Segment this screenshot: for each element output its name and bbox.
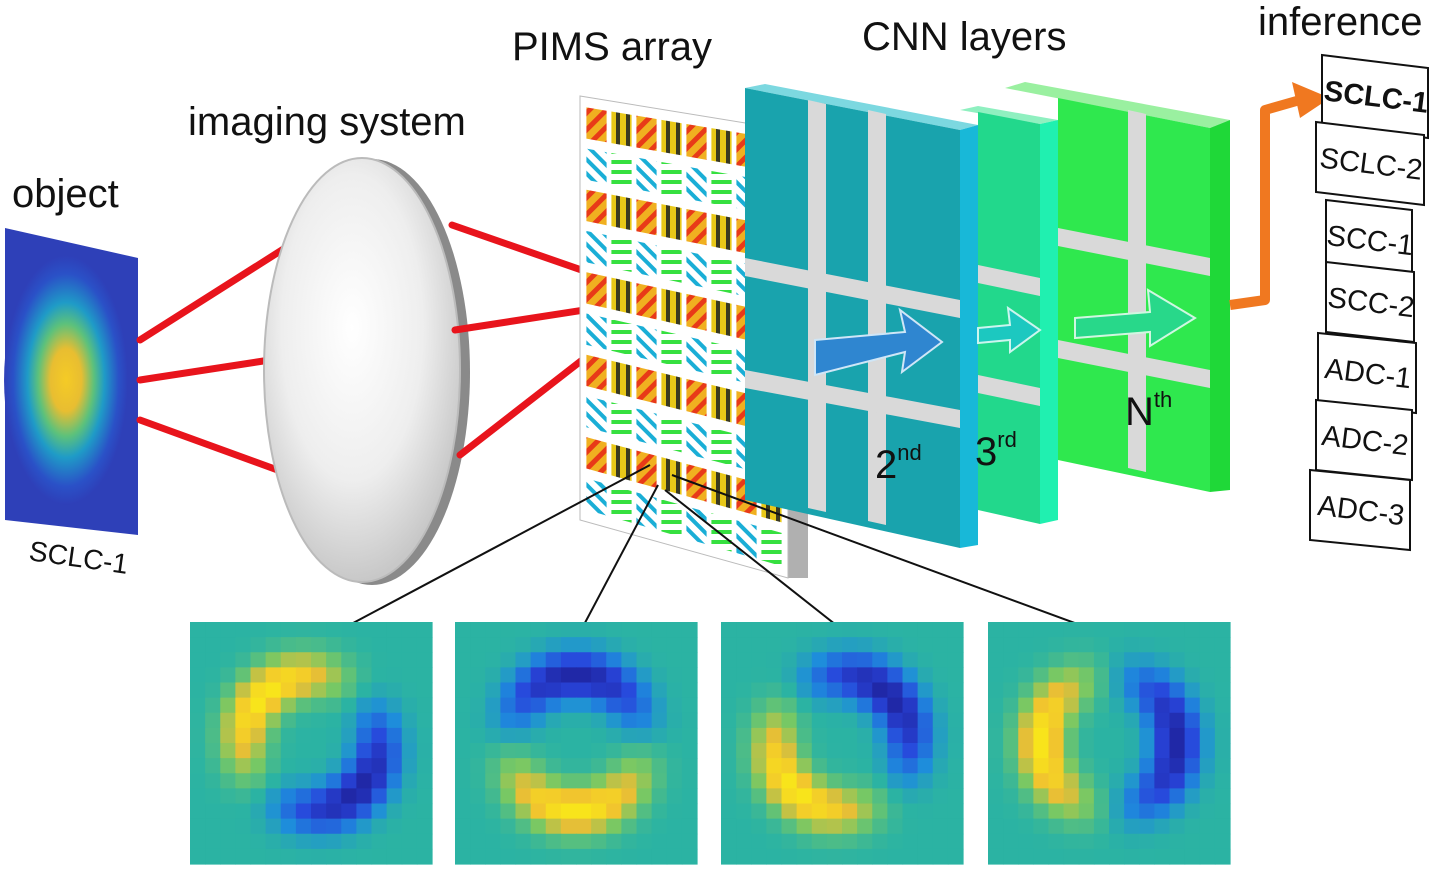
lens xyxy=(263,157,470,585)
pims-filter-cell xyxy=(711,513,732,552)
pims-filter-cell xyxy=(711,256,732,294)
pims-filter-cell xyxy=(586,272,607,309)
inference-class-item: ADC-2 xyxy=(1315,398,1413,482)
pims-filter-cell xyxy=(636,366,657,404)
layer-3-label: 3rd xyxy=(975,427,1017,474)
pims-filter-cell xyxy=(711,170,732,208)
pims-filter-cell xyxy=(611,111,632,147)
object-label: object xyxy=(12,172,119,216)
pims-filter-cell xyxy=(711,213,732,251)
pims-filter-cell xyxy=(611,277,632,314)
pims-filter-cell xyxy=(686,506,707,545)
inference-class-item: ADC-3 xyxy=(1309,468,1411,552)
output-arrow xyxy=(1229,82,1330,310)
pims-filter-cell xyxy=(661,161,682,198)
pims-filter-cell xyxy=(586,313,607,350)
pims-filter-cell xyxy=(711,470,732,509)
pims-filter-cell xyxy=(611,153,632,189)
pims-filter-cell xyxy=(686,166,707,203)
inference-class-item: SCLC-1 xyxy=(1321,53,1430,140)
cnn-layers-label: CNN layers xyxy=(862,15,1066,59)
pims-array-label: PIMS array xyxy=(512,25,712,69)
pims-filter-cell xyxy=(636,408,657,446)
pims-filter-cell xyxy=(636,157,657,194)
learned-kernels xyxy=(190,622,1231,865)
kernel-map xyxy=(721,622,964,865)
object-caption: SCLC-1 xyxy=(27,535,130,580)
layer-n-label: Nth xyxy=(1125,387,1172,434)
pims-filter-cell xyxy=(661,119,682,156)
pims-filter-cell xyxy=(586,148,607,184)
pims-filter-cell xyxy=(661,499,682,538)
pims-filter-cell xyxy=(611,402,632,440)
kernel-map xyxy=(455,622,698,865)
kernel-map xyxy=(190,622,433,865)
pims-filter-cell xyxy=(636,199,657,236)
kernel-map xyxy=(988,622,1231,865)
pims-filter-cell xyxy=(686,378,707,417)
kernel-pointer-arrows xyxy=(325,464,1110,638)
pims-filter-cell xyxy=(611,319,632,356)
pims-filter-cell xyxy=(661,204,682,241)
pims-filter-cell xyxy=(686,421,707,459)
pims-filter-cell xyxy=(711,427,732,466)
pims-filter-cell xyxy=(611,443,632,481)
pims-filter-cell xyxy=(586,231,607,267)
pims-filter-cell xyxy=(686,251,707,289)
object-image xyxy=(4,228,138,535)
pims-filter-cell xyxy=(686,123,707,160)
pims-filter-cell xyxy=(661,372,682,410)
inference-class-item: SCLC-2 xyxy=(1315,120,1425,207)
inference-class-item: SCC-2 xyxy=(1325,260,1416,344)
pims-filter-cell xyxy=(661,415,682,453)
pims-filter-cell xyxy=(636,241,657,278)
inference-class-item: SCC-1 xyxy=(1325,198,1415,282)
pims-filter-cell xyxy=(636,324,657,362)
pims-filter-cell xyxy=(711,128,732,165)
pims-filter-cell xyxy=(686,463,707,502)
pims-filter-cell xyxy=(686,336,707,374)
pims-filter-cell xyxy=(686,293,707,331)
pims-filter-cell xyxy=(661,246,682,283)
cnn-layer-n xyxy=(1005,82,1230,492)
inference-label: inference xyxy=(1258,0,1423,44)
pims-filter-cell xyxy=(761,527,782,567)
pims-filter-cell xyxy=(586,437,607,475)
pims-filter-cell xyxy=(636,283,657,320)
cnn-layer-labels: 2nd 3rd Nth xyxy=(875,387,1172,487)
pims-filter-cell xyxy=(636,450,657,488)
pims-filter-cell xyxy=(611,485,632,523)
pims-filter-cell xyxy=(711,384,732,423)
cnn-flow-arrows xyxy=(814,288,1197,377)
pims-filter-cell xyxy=(586,354,607,392)
pims-filter-cell xyxy=(686,208,707,246)
pims-filter-cell xyxy=(636,492,657,531)
inference-class-item: ADC-1 xyxy=(1317,331,1417,415)
pims-filter-cell xyxy=(711,342,732,380)
pims-filter-cell xyxy=(586,107,607,143)
pims-filter-cell xyxy=(611,236,632,273)
pims-filter-cell xyxy=(611,360,632,398)
pims-filter-cell xyxy=(611,194,632,231)
pims-filter-cell xyxy=(586,395,607,433)
pims-filter-cell xyxy=(711,299,732,337)
pims-filter-cell xyxy=(586,478,607,516)
imaging-system-label: imaging system xyxy=(188,100,466,144)
layer-2-label: 2nd xyxy=(875,440,922,487)
pims-filter-cell xyxy=(586,189,607,226)
pims-filter-cell xyxy=(636,115,657,152)
pims-filter-cell xyxy=(661,330,682,368)
cnn-layer-2 xyxy=(745,84,978,548)
pims-filter-cell xyxy=(661,288,682,326)
pims-filter-cell xyxy=(661,457,682,495)
